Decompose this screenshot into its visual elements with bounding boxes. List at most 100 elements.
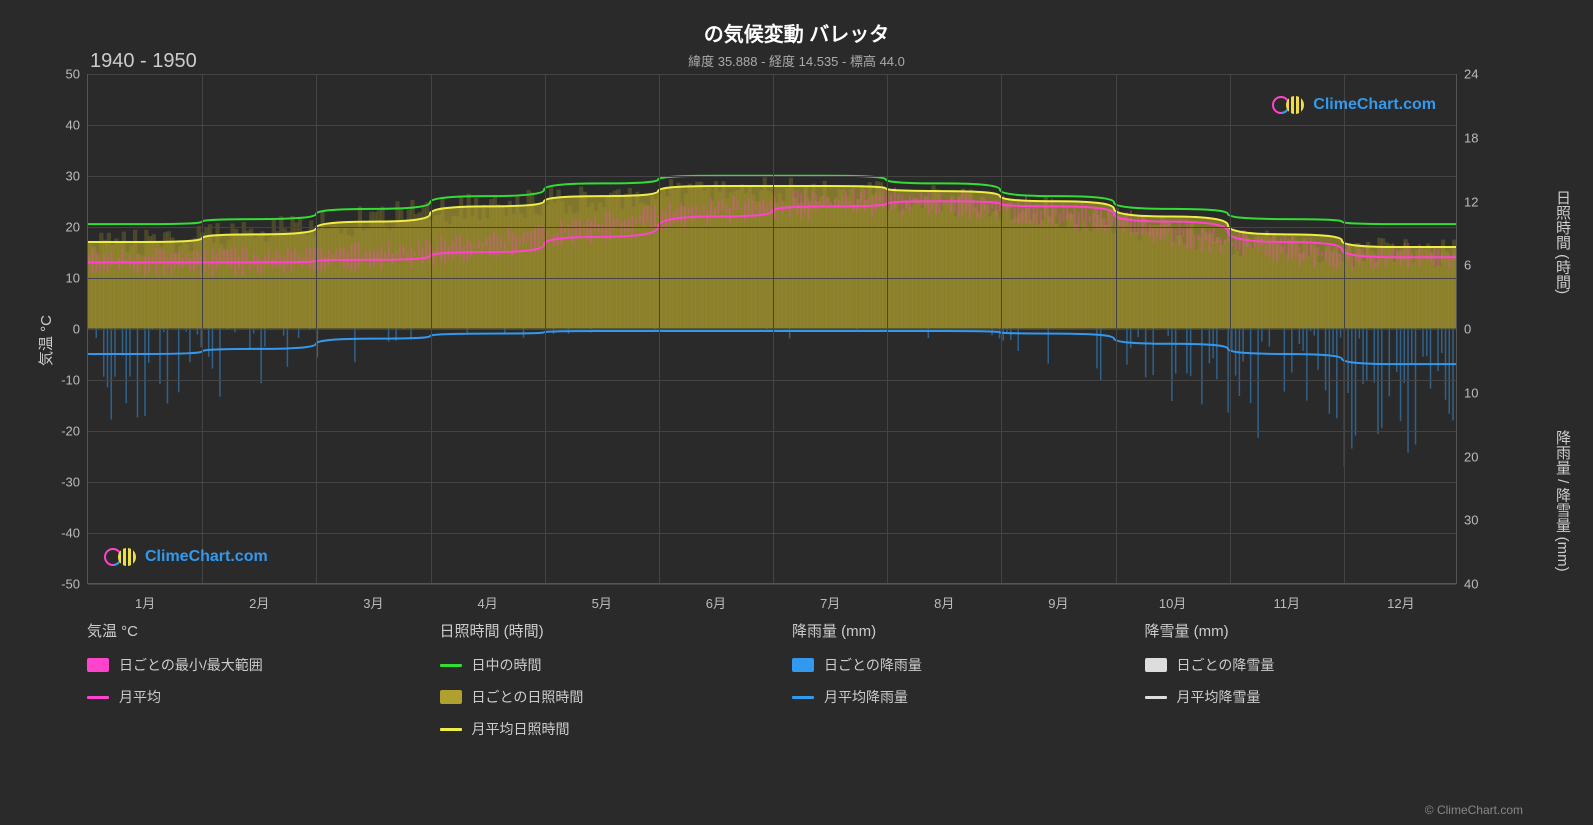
y-tick-left: 40 xyxy=(66,118,80,133)
grid-line-v xyxy=(1230,74,1231,583)
grid-line-v xyxy=(1116,74,1117,583)
y-tick-right-top: 24 xyxy=(1464,67,1478,82)
legend-label: 月平均日照時間 xyxy=(472,719,570,739)
legend-item: 月平均降雪量 xyxy=(1145,687,1458,707)
grid-line-h xyxy=(88,482,1456,483)
y-tick-left: 0 xyxy=(73,322,80,337)
x-tick-month: 1月 xyxy=(135,593,155,612)
x-tick-month: 4月 xyxy=(477,593,497,612)
grid-line-h xyxy=(88,380,1456,381)
legend-header-temp: 気温 °C xyxy=(87,620,400,641)
grid-line-v xyxy=(773,74,774,583)
logo-icon xyxy=(103,546,139,568)
climate-chart-container: の気候変動 バレッタ 緯度 35.888 - 経度 14.535 - 標高 44… xyxy=(0,0,1593,825)
legend-col-sun: 日照時間 (時間) 日中の時間日ごとの日照時間月平均日照時間 xyxy=(440,620,753,751)
y-tick-left: 20 xyxy=(66,220,80,235)
x-tick-month: 6月 xyxy=(706,593,726,612)
x-tick-month: 9月 xyxy=(1048,593,1068,612)
legend-label: 日ごとの降雪量 xyxy=(1177,655,1275,675)
y-tick-left: 30 xyxy=(66,169,80,184)
x-tick-month: 8月 xyxy=(934,593,954,612)
x-tick-month: 11月 xyxy=(1274,593,1301,612)
logo-icon xyxy=(1271,94,1307,116)
grid-line-h xyxy=(88,431,1456,432)
y-tick-right-bottom: 30 xyxy=(1464,513,1478,528)
y-tick-left: -10 xyxy=(61,373,80,388)
grid-line-h xyxy=(88,533,1456,534)
legend-item: 日ごとの降雨量 xyxy=(792,655,1105,675)
plot-area: -50-40-30-20-100102030405006121824102030… xyxy=(87,74,1457,584)
legend-swatch-icon xyxy=(792,658,814,672)
y-tick-left: -40 xyxy=(61,526,80,541)
y-tick-right-top: 0 xyxy=(1464,322,1471,337)
y-tick-right-top: 12 xyxy=(1464,194,1478,209)
grid-line-h xyxy=(88,227,1456,228)
watermark-text: ClimeChart.com xyxy=(145,548,268,566)
grid-line-h xyxy=(88,176,1456,177)
legend-swatch-icon xyxy=(440,690,462,704)
legend-swatch-icon xyxy=(1145,658,1167,672)
watermark-top: ClimeChart.com xyxy=(1271,94,1436,116)
grid-line-h xyxy=(88,329,1456,330)
legend-label: 月平均降雨量 xyxy=(824,687,908,707)
attribution: © ClimeChart.com xyxy=(1425,803,1523,817)
legend-line-icon xyxy=(87,696,109,699)
chart-subtitle: 緯度 35.888 - 経度 14.535 - 標高 44.0 xyxy=(0,51,1593,70)
grid-line-h xyxy=(88,278,1456,279)
x-tick-month: 12月 xyxy=(1387,593,1414,612)
y-tick-left: -50 xyxy=(61,577,80,592)
grid-line-v xyxy=(887,74,888,583)
grid-line-v xyxy=(431,74,432,583)
grid-line-v xyxy=(545,74,546,583)
legend-item: 月平均日照時間 xyxy=(440,719,753,739)
y-axis-right-top-label: 日照時間 (時間) xyxy=(1552,190,1573,294)
legend-header-snow: 降雪量 (mm) xyxy=(1145,620,1458,641)
grid-line-v xyxy=(1001,74,1002,583)
legend-line-icon xyxy=(1145,696,1167,699)
grid-line-v xyxy=(1344,74,1345,583)
grid-line-h xyxy=(88,125,1456,126)
legend-line-icon xyxy=(792,696,814,699)
x-tick-month: 3月 xyxy=(363,593,383,612)
watermark-text: ClimeChart.com xyxy=(1313,96,1436,114)
legend-label: 日ごとの日照時間 xyxy=(472,687,584,707)
y-tick-right-top: 6 xyxy=(1464,258,1471,273)
chart-title: の気候変動 バレッタ xyxy=(0,18,1593,47)
grid-line-v xyxy=(659,74,660,583)
legend-label: 日ごとの降雨量 xyxy=(824,655,922,675)
legend-item: 月平均降雨量 xyxy=(792,687,1105,707)
grid-line-h xyxy=(88,74,1456,75)
y-tick-left: 10 xyxy=(66,271,80,286)
legend-swatch-icon xyxy=(87,658,109,672)
legend-col-rain: 降雨量 (mm) 日ごとの降雨量月平均降雨量 xyxy=(792,620,1105,751)
x-tick-month: 5月 xyxy=(592,593,612,612)
legend-line-icon xyxy=(440,728,462,731)
y-tick-left: -20 xyxy=(61,424,80,439)
watermark-bottom: ClimeChart.com xyxy=(103,546,268,568)
y-tick-right-top: 18 xyxy=(1464,130,1478,145)
grid-line-v xyxy=(316,74,317,583)
x-tick-month: 10月 xyxy=(1159,593,1186,612)
legend-item: 月平均 xyxy=(87,687,400,707)
y-tick-left: 50 xyxy=(66,67,80,82)
y-tick-left: -30 xyxy=(61,475,80,490)
grid-line-v xyxy=(202,74,203,583)
legend-label: 月平均 xyxy=(119,687,161,707)
x-tick-month: 2月 xyxy=(249,593,269,612)
legend-col-snow: 降雪量 (mm) 日ごとの降雪量月平均降雪量 xyxy=(1145,620,1458,751)
y-tick-right-bottom: 20 xyxy=(1464,449,1478,464)
legend-area: 気温 °C 日ごとの最小/最大範囲月平均 日照時間 (時間) 日中の時間日ごとの… xyxy=(87,620,1457,751)
legend-label: 日中の時間 xyxy=(472,655,542,675)
grid-line-h xyxy=(88,584,1456,585)
legend-header-sun: 日照時間 (時間) xyxy=(440,620,753,641)
legend-line-icon xyxy=(440,664,462,667)
y-tick-right-bottom: 10 xyxy=(1464,385,1478,400)
legend-label: 月平均降雪量 xyxy=(1177,687,1261,707)
legend-header-rain: 降雨量 (mm) xyxy=(792,620,1105,641)
legend-label: 日ごとの最小/最大範囲 xyxy=(119,655,263,675)
legend-item: 日ごとの日照時間 xyxy=(440,687,753,707)
y-tick-right-bottom: 40 xyxy=(1464,577,1478,592)
title-area: の気候変動 バレッタ 緯度 35.888 - 経度 14.535 - 標高 44… xyxy=(0,0,1593,70)
y-axis-right-bottom-label: 降雨量 / 降雪量 (mm) xyxy=(1552,430,1573,572)
year-range-label: 1940 - 1950 xyxy=(90,50,197,73)
